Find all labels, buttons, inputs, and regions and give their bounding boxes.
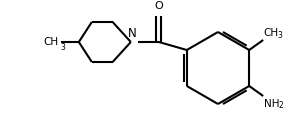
Text: 3: 3 [61,43,66,52]
Text: NH: NH [264,99,280,109]
Text: O: O [154,1,163,11]
Text: CH: CH [263,28,278,38]
Text: 2: 2 [278,101,283,110]
Text: N: N [127,27,136,40]
Text: 3: 3 [277,31,282,40]
Text: CH: CH [44,37,59,47]
